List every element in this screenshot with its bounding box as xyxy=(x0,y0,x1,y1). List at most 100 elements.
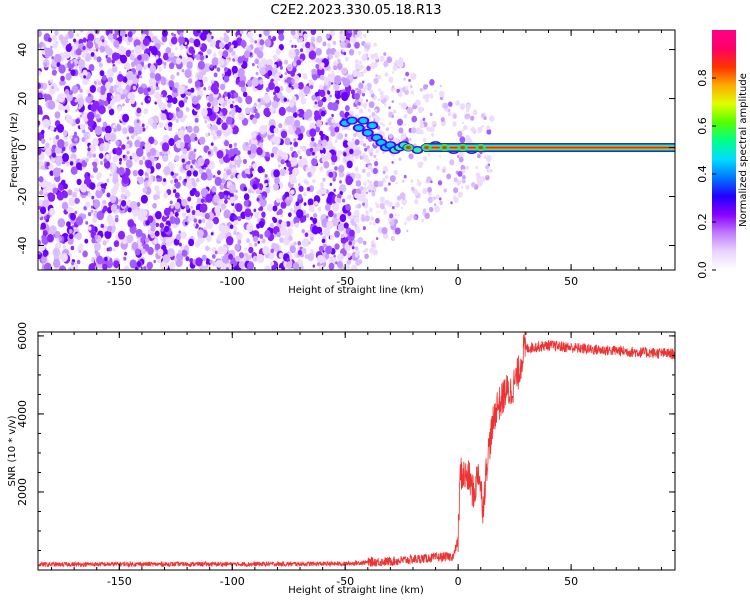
noise-blob xyxy=(212,174,216,179)
noise-blob xyxy=(317,99,324,108)
noise-blob xyxy=(89,85,97,93)
noise-blob xyxy=(237,174,241,179)
noise-blob xyxy=(247,224,250,228)
noise-blob xyxy=(345,203,351,211)
noise-blob xyxy=(284,137,291,146)
noise-blob xyxy=(98,98,105,107)
noise-blob xyxy=(160,94,163,98)
noise-blob xyxy=(398,102,402,106)
noise-blob xyxy=(123,256,127,261)
noise-blob xyxy=(371,112,376,117)
noise-blob xyxy=(294,44,297,49)
noise-blob xyxy=(79,114,83,118)
noise-blob xyxy=(372,167,378,175)
noise-blob xyxy=(194,117,199,123)
noise-blob xyxy=(237,215,242,222)
noise-blob xyxy=(391,99,395,104)
colorbar-tick-label: 0.2 xyxy=(696,213,709,231)
noise-blob xyxy=(388,76,394,83)
noise-blob xyxy=(40,138,46,145)
noise-blob xyxy=(380,122,383,126)
noise-blob xyxy=(256,134,262,141)
noise-blob xyxy=(144,237,150,243)
noise-blob xyxy=(117,73,124,82)
noise-blob xyxy=(184,90,189,96)
noise-blob xyxy=(57,93,66,103)
noise-blob xyxy=(322,106,326,111)
noise-blob xyxy=(103,158,108,163)
x-tick-label: -150 xyxy=(107,575,132,588)
noise-blob xyxy=(38,30,42,38)
noise-blob xyxy=(485,155,492,163)
noise-blob xyxy=(325,122,328,126)
noise-blob xyxy=(111,65,118,73)
noise-blob xyxy=(220,119,224,124)
noise-blob xyxy=(218,50,223,56)
noise-blob xyxy=(287,212,292,218)
noise-blob xyxy=(188,150,196,161)
noise-blob xyxy=(452,121,457,127)
noise-blob xyxy=(278,164,281,168)
noise-blob xyxy=(79,88,83,93)
noise-blob xyxy=(227,195,231,199)
noise-blob xyxy=(239,80,246,88)
noise-blob xyxy=(327,42,332,49)
noise-blob xyxy=(207,151,211,155)
noise-blob xyxy=(131,134,135,139)
noise-blob xyxy=(105,92,113,102)
noise-blob xyxy=(43,62,48,67)
noise-blob xyxy=(226,58,230,63)
noise-blob xyxy=(361,54,368,62)
noise-blob xyxy=(375,74,378,78)
noise-blob xyxy=(155,190,161,197)
noise-blob xyxy=(226,98,232,105)
onset-blob-inner xyxy=(359,118,368,124)
noise-blob xyxy=(446,173,452,180)
noise-blob xyxy=(102,263,108,270)
noise-blob xyxy=(404,86,409,91)
noise-blob xyxy=(348,240,353,246)
noise-blob xyxy=(150,46,158,56)
noise-blob xyxy=(236,231,240,236)
noise-blob xyxy=(375,149,379,154)
noise-blob xyxy=(280,130,288,139)
noise-blob xyxy=(119,161,122,165)
noise-blob xyxy=(53,258,61,268)
noise-blob xyxy=(331,118,335,124)
noise-blob xyxy=(192,170,199,177)
noise-blob xyxy=(305,166,310,172)
noise-blob xyxy=(72,85,78,93)
noise-blob xyxy=(384,72,389,77)
noise-blob xyxy=(310,36,316,43)
noise-blob xyxy=(204,158,210,166)
noise-blob xyxy=(311,158,318,167)
noise-blob xyxy=(68,90,73,96)
noise-blob xyxy=(205,234,212,242)
noise-blob xyxy=(162,134,170,144)
noise-blob xyxy=(264,265,271,270)
noise-blob xyxy=(412,105,416,110)
noise-blob xyxy=(87,118,95,127)
noise-blob xyxy=(38,251,41,255)
noise-blob xyxy=(47,100,56,110)
noise-blob xyxy=(313,213,318,219)
noise-blob xyxy=(235,189,238,193)
noise-blob xyxy=(351,245,355,250)
noise-blob xyxy=(87,226,92,231)
noise-blob xyxy=(327,96,332,102)
noise-blob xyxy=(87,147,91,152)
noise-blob xyxy=(68,233,74,240)
noise-blob xyxy=(88,263,96,270)
noise-blob xyxy=(42,199,50,209)
noise-blob xyxy=(489,115,495,122)
noise-blob xyxy=(241,117,249,126)
noise-blob xyxy=(229,196,236,204)
noise-blob xyxy=(68,207,74,213)
noise-blob xyxy=(223,75,230,83)
noise-blob xyxy=(237,56,244,64)
noise-blob xyxy=(340,233,345,239)
noise-blob xyxy=(195,257,203,267)
noise-blob xyxy=(168,121,173,128)
noise-blob xyxy=(233,219,238,226)
